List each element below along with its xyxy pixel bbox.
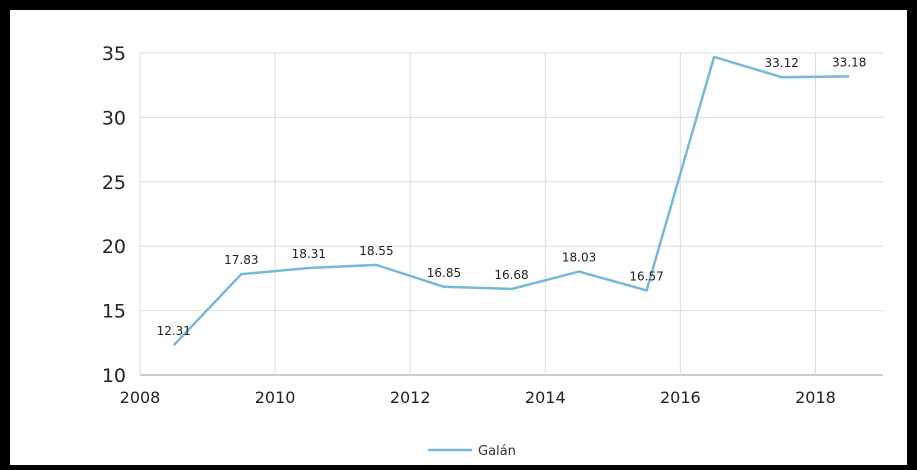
data-labels: 12.31 17.83 18.31 18.55 16.85 16.68 18.03 16.57… — [157, 55, 867, 338]
data-label: 18.03 — [562, 251, 596, 265]
x-tick-label: 2018 — [795, 388, 836, 407]
chart-frame: 10 15 20 25 30 35 2008 2010 2012 2014 2016 2018 12… — [10, 10, 907, 465]
data-label: 18.31 — [292, 247, 326, 261]
x-tick-label: 2010 — [255, 388, 296, 407]
series-line-galan — [172, 55, 850, 347]
line-chart: 10 15 20 25 30 35 2008 2010 2012 2014 2016 2018 12… — [102, 43, 883, 459]
data-label: 17.83 — [224, 253, 258, 267]
legend-label: Galán — [478, 444, 516, 459]
x-axis: 2008 2010 2012 2014 2016 2018 — [120, 388, 836, 407]
data-label: 16.85 — [427, 266, 461, 280]
y-tick-label: 15 — [102, 301, 126, 323]
y-tick-label: 30 — [102, 107, 126, 129]
data-label: 16.68 — [494, 268, 528, 282]
data-label: 18.55 — [359, 244, 393, 258]
data-label: 33.18 — [832, 55, 866, 69]
y-axis: 10 15 20 25 30 35 — [102, 43, 126, 387]
data-label: 12.31 — [157, 324, 191, 338]
y-tick-label: 20 — [102, 236, 126, 258]
x-tick-label: 2012 — [390, 388, 431, 407]
y-tick-label: 35 — [102, 43, 126, 65]
grid — [139, 52, 883, 376]
y-tick-label: 25 — [102, 172, 126, 194]
legend: Galán — [428, 444, 516, 459]
x-tick-label: 2014 — [525, 388, 566, 407]
x-tick-label: 2008 — [120, 388, 161, 407]
x-tick-label: 2016 — [660, 388, 701, 407]
data-label: 16.57 — [629, 269, 663, 283]
y-tick-label: 10 — [102, 365, 126, 387]
data-label: 33.12 — [765, 56, 799, 70]
